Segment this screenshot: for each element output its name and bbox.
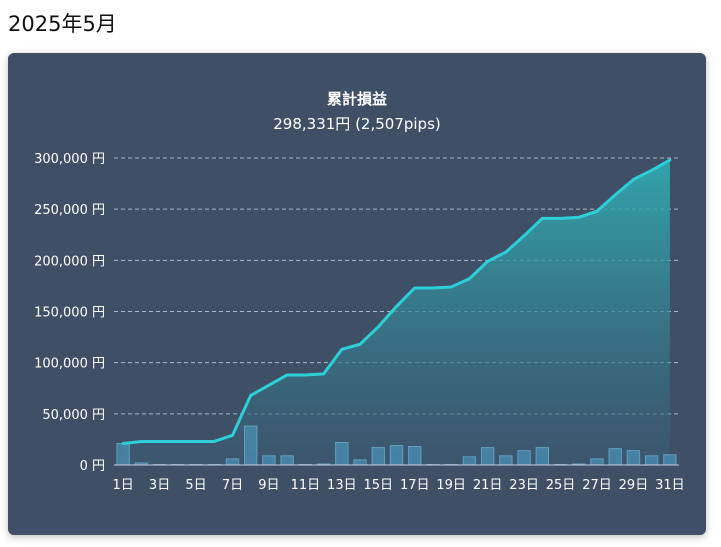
daily-bar (116, 443, 130, 466)
cumulative-area (123, 160, 670, 465)
y-tick-label: 100,000 円 (34, 357, 105, 372)
daily-bar (353, 459, 367, 466)
x-tick-label: 15日 (364, 478, 394, 493)
x-tick-label: 9日 (258, 478, 279, 493)
daily-bar (408, 446, 422, 466)
x-tick-label: 21日 (473, 478, 503, 493)
daily-bar (462, 456, 477, 466)
daily-bar (335, 441, 349, 466)
daily-bar (225, 458, 240, 466)
area-layer (123, 160, 670, 465)
y-tick-label: 300,000 円 (34, 152, 105, 167)
daily-bar (608, 448, 622, 466)
daily-bar (644, 455, 659, 466)
daily-bar (480, 447, 495, 466)
chart-subtitle: 298,331円 (2,507pips) (273, 115, 441, 133)
daily-bar (262, 455, 276, 466)
x-tick-label: 17日 (400, 478, 430, 493)
y-tick-label: 150,000 円 (34, 306, 105, 321)
y-tick-label: 50,000 円 (42, 408, 105, 423)
axis-layer: 300,000 円 250,000 円 200,000 円 150,000 円 100,… (34, 152, 685, 493)
x-tick-label: 3日 (149, 478, 170, 493)
chart-title: 累計損益 (326, 90, 387, 108)
x-tick-label: 13日 (327, 478, 357, 493)
daily-bar (663, 454, 677, 466)
daily-bar (535, 447, 550, 466)
x-tick-label: 29日 (619, 478, 649, 493)
chart-card: 累計損益 298,331円 (2,507pips) 300,000 円 250,0… (8, 53, 706, 535)
x-tick-label: 25日 (546, 478, 576, 493)
daily-bar (517, 450, 531, 466)
cumulative-line (121, 158, 672, 446)
daily-bar (371, 447, 385, 466)
daily-bar (590, 458, 604, 466)
x-tick-label: 7日 (222, 478, 243, 493)
y-tick-label: 0 円 (80, 459, 105, 474)
y-tick-label: 200,000 円 (34, 254, 105, 269)
daily-bar (389, 445, 404, 466)
x-tick-label: 19日 (436, 478, 466, 493)
daily-bar (626, 450, 641, 466)
daily-bar (243, 425, 258, 466)
page-title: 2025年5月 (8, 12, 117, 36)
x-tick-label: 5日 (185, 478, 206, 493)
daily-bar (280, 455, 294, 466)
x-tick-label: 31日 (655, 478, 685, 493)
x-tick-label: 27日 (582, 478, 612, 493)
x-tick-label: 11日 (291, 478, 321, 493)
line-layer (121, 158, 672, 446)
x-tick-label: 23日 (509, 478, 539, 493)
y-tick-label: 250,000 円 (34, 203, 105, 218)
cumulative-pl-chart: 300,000 円 250,000 円 200,000 円 150,000 円 100,… (34, 152, 685, 493)
daily-bar (499, 455, 513, 466)
bar-layer (116, 425, 677, 466)
x-tick-label: 1日 (112, 478, 133, 493)
